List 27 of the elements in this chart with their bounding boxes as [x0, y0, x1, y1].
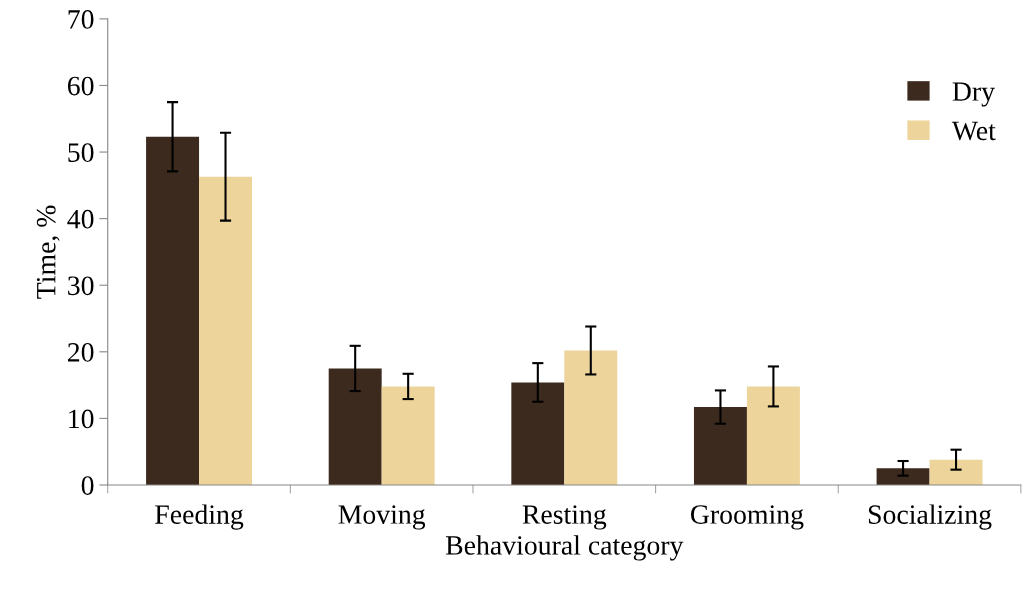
- x-tick-label: Socializing: [868, 504, 992, 530]
- x-tick-label: Grooming: [690, 505, 804, 530]
- bar: [564, 350, 618, 485]
- bar: [328, 368, 382, 485]
- legend-label: Dry: [952, 82, 995, 107]
- y-tick-label: 30: [68, 276, 94, 296]
- x-axis-title: Behavioural category: [445, 535, 684, 561]
- bar: [199, 176, 253, 485]
- bar: [511, 382, 565, 485]
- y-tick-label: 10: [69, 409, 94, 429]
- y-tick-label: 0: [81, 476, 94, 495]
- x-tick-label: Feeding: [155, 504, 244, 530]
- y-tick-label: 20: [67, 342, 94, 362]
- bar: [146, 136, 200, 485]
- x-tick-label: Moving: [338, 505, 426, 530]
- bar: [746, 386, 800, 485]
- bar: [929, 459, 983, 485]
- bar: [876, 468, 930, 485]
- bar: [693, 407, 747, 485]
- y-tick-label: 50: [68, 143, 94, 162]
- y-tick-label: 70: [68, 10, 94, 29]
- y-axis-title: Time, %: [36, 205, 60, 299]
- bar: [381, 386, 435, 485]
- x-tick-label: Resting: [522, 505, 607, 530]
- legend-label: Wet: [951, 121, 996, 141]
- y-tick-label: 40: [67, 209, 94, 229]
- y-tick-label: 60: [67, 76, 94, 96]
